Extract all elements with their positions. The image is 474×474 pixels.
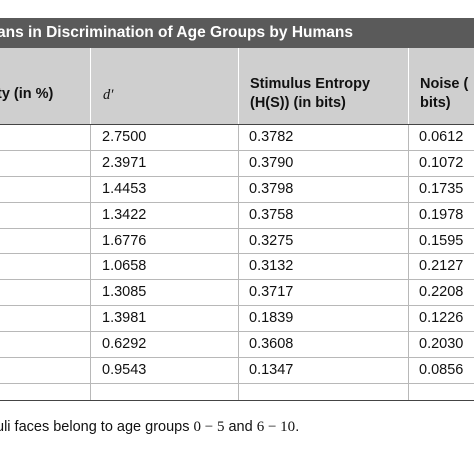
cell-stimulus-entropy: 0.3798 <box>249 180 294 197</box>
column-divider <box>90 125 91 401</box>
table-body: 2.7500 0.3782 0.0612 2.3971 0.3790 0.1072 1.44… <box>0 125 474 384</box>
table-row: 1.3085 0.3717 0.2208 <box>0 280 474 307</box>
header-stimulus-entropy-line2: (H(S)) (in bits) <box>250 95 346 111</box>
cell-noise: 0.2127 <box>419 258 464 275</box>
column-divider <box>408 125 409 401</box>
footnote-middle: and <box>224 419 257 435</box>
header-accuracy: ty (in %) <box>0 48 90 124</box>
cell-noise: 0.1072 <box>419 154 464 171</box>
cell-noise: 0.2208 <box>419 284 464 301</box>
table-row: 2.3971 0.3790 0.1072 <box>0 151 474 177</box>
cell-dprime: 0.9543 <box>102 362 147 379</box>
cell-dprime: 1.0658 <box>102 258 147 275</box>
cell-stimulus-entropy: 0.3275 <box>249 232 294 249</box>
table-row: 1.3422 0.3758 0.1978 <box>0 203 474 229</box>
footnote-suffix: . <box>295 419 300 435</box>
table-row: 2.7500 0.3782 0.0612 <box>0 125 474 151</box>
cell-stimulus-entropy: 0.3132 <box>249 258 294 275</box>
cell-dprime: 2.7500 <box>102 129 147 145</box>
column-divider <box>238 125 239 401</box>
cell-stimulus-entropy: 0.3790 <box>249 154 294 171</box>
table-title-bar: ans in Discrimination of Age Groups by H… <box>0 18 474 48</box>
cell-dprime: 1.3085 <box>102 284 147 301</box>
cell-noise: 0.1595 <box>419 232 464 249</box>
footnote-range-2: 6 − 10 <box>256 419 296 435</box>
cell-dprime: 1.3422 <box>102 206 147 223</box>
cell-stimulus-entropy: 0.3758 <box>249 206 294 223</box>
header-dprime: d′ <box>90 48 239 124</box>
table-footnote: uli faces belong to age groups 0 − 5 and… <box>0 419 299 436</box>
header-accuracy-label: ty (in %) <box>0 86 54 102</box>
cell-noise: 0.2030 <box>419 336 464 353</box>
cell-dprime: 0.6292 <box>102 336 147 353</box>
cell-stimulus-entropy: 0.1839 <box>249 310 294 327</box>
cell-dprime: 1.4453 <box>102 180 147 197</box>
header-noise-line2: bits) <box>420 95 451 111</box>
cell-stimulus-entropy: 0.3782 <box>249 129 294 145</box>
table-row: 0.6292 0.3608 0.2030 <box>0 332 474 359</box>
header-stimulus-entropy-line1: Stimulus Entropy <box>250 76 371 92</box>
table-row: 1.0658 0.3132 0.2127 <box>0 254 474 281</box>
table-row: 1.3981 0.1839 0.1226 <box>0 306 474 333</box>
table-header: ty (in %) d′ Stimulus Entropy (H(S)) (in… <box>0 48 474 125</box>
footnote-prefix: uli faces belong to age groups <box>0 419 194 435</box>
table-title: ans in Discrimination of Age Groups by H… <box>0 24 353 41</box>
table-row: 0.9543 0.1347 0.0856 <box>0 358 474 384</box>
cell-stimulus-entropy: 0.3717 <box>249 284 294 301</box>
header-stimulus-entropy: Stimulus Entropy (H(S)) (in bits) <box>238 48 409 124</box>
cell-noise: 0.0856 <box>419 362 464 379</box>
cell-noise: 0.1978 <box>419 206 464 223</box>
cell-stimulus-entropy: 0.3608 <box>249 336 294 353</box>
cell-dprime: 2.3971 <box>102 154 147 171</box>
table-bottom-rule <box>0 400 474 401</box>
cell-noise: 0.1226 <box>419 310 464 327</box>
cell-stimulus-entropy: 0.1347 <box>249 362 294 379</box>
header-dprime-label: d′ <box>103 87 114 103</box>
table-row: 1.6776 0.3275 0.1595 <box>0 229 474 255</box>
cell-dprime: 1.3981 <box>102 310 147 327</box>
cell-noise: 0.1735 <box>419 180 464 197</box>
header-noise-line1: Noise ( <box>420 76 469 92</box>
table-row: 1.4453 0.3798 0.1735 <box>0 177 474 203</box>
header-noise: Noise ( bits) <box>408 48 474 124</box>
cell-dprime: 1.6776 <box>102 232 147 249</box>
cell-noise: 0.0612 <box>419 129 464 145</box>
footnote-range-1: 0 − 5 <box>193 419 225 435</box>
